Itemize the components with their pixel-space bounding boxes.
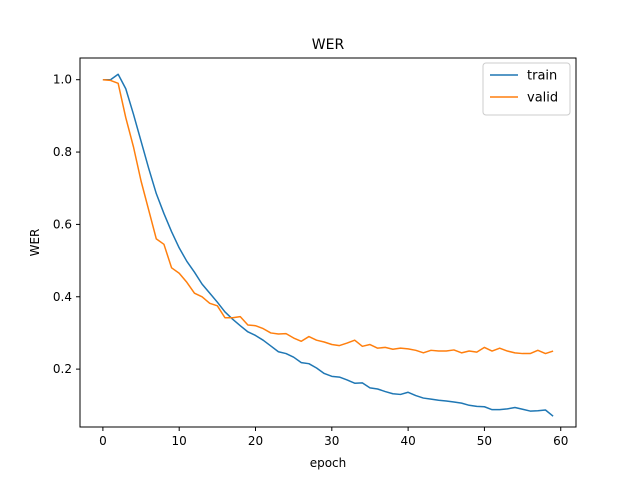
series-line-valid bbox=[102, 78, 554, 355]
x-tick-label: 60 bbox=[553, 434, 568, 448]
chart-title: WER bbox=[312, 37, 345, 53]
y-tick-label: 0.4 bbox=[53, 290, 72, 304]
y-tick-label: 0.8 bbox=[53, 145, 72, 159]
y-tick-label: 0.6 bbox=[53, 217, 72, 231]
series-lines bbox=[102, 73, 554, 417]
y-axis-label: WER bbox=[28, 229, 42, 257]
x-tick-label: 10 bbox=[172, 434, 187, 448]
x-tick-label: 20 bbox=[248, 434, 263, 448]
x-axis-label: epoch bbox=[310, 456, 347, 470]
series-line-train bbox=[102, 73, 554, 417]
legend-label-valid: valid bbox=[527, 91, 558, 106]
x-tick-label: 50 bbox=[477, 434, 492, 448]
x-tick-label: 30 bbox=[324, 434, 339, 448]
legend: train valid bbox=[482, 62, 571, 116]
x-tick-label: 0 bbox=[99, 434, 107, 448]
y-tick-label: 1.0 bbox=[53, 73, 72, 87]
legend-label-train: train bbox=[527, 69, 557, 84]
y-tick-label: 0.2 bbox=[53, 362, 72, 376]
axis-ticks: 0 10 20 30 40 50 60 0.2 0.4 0.6 0.8 1.0 bbox=[53, 73, 568, 448]
legend-box bbox=[482, 62, 571, 116]
x-tick-label: 40 bbox=[400, 434, 415, 448]
